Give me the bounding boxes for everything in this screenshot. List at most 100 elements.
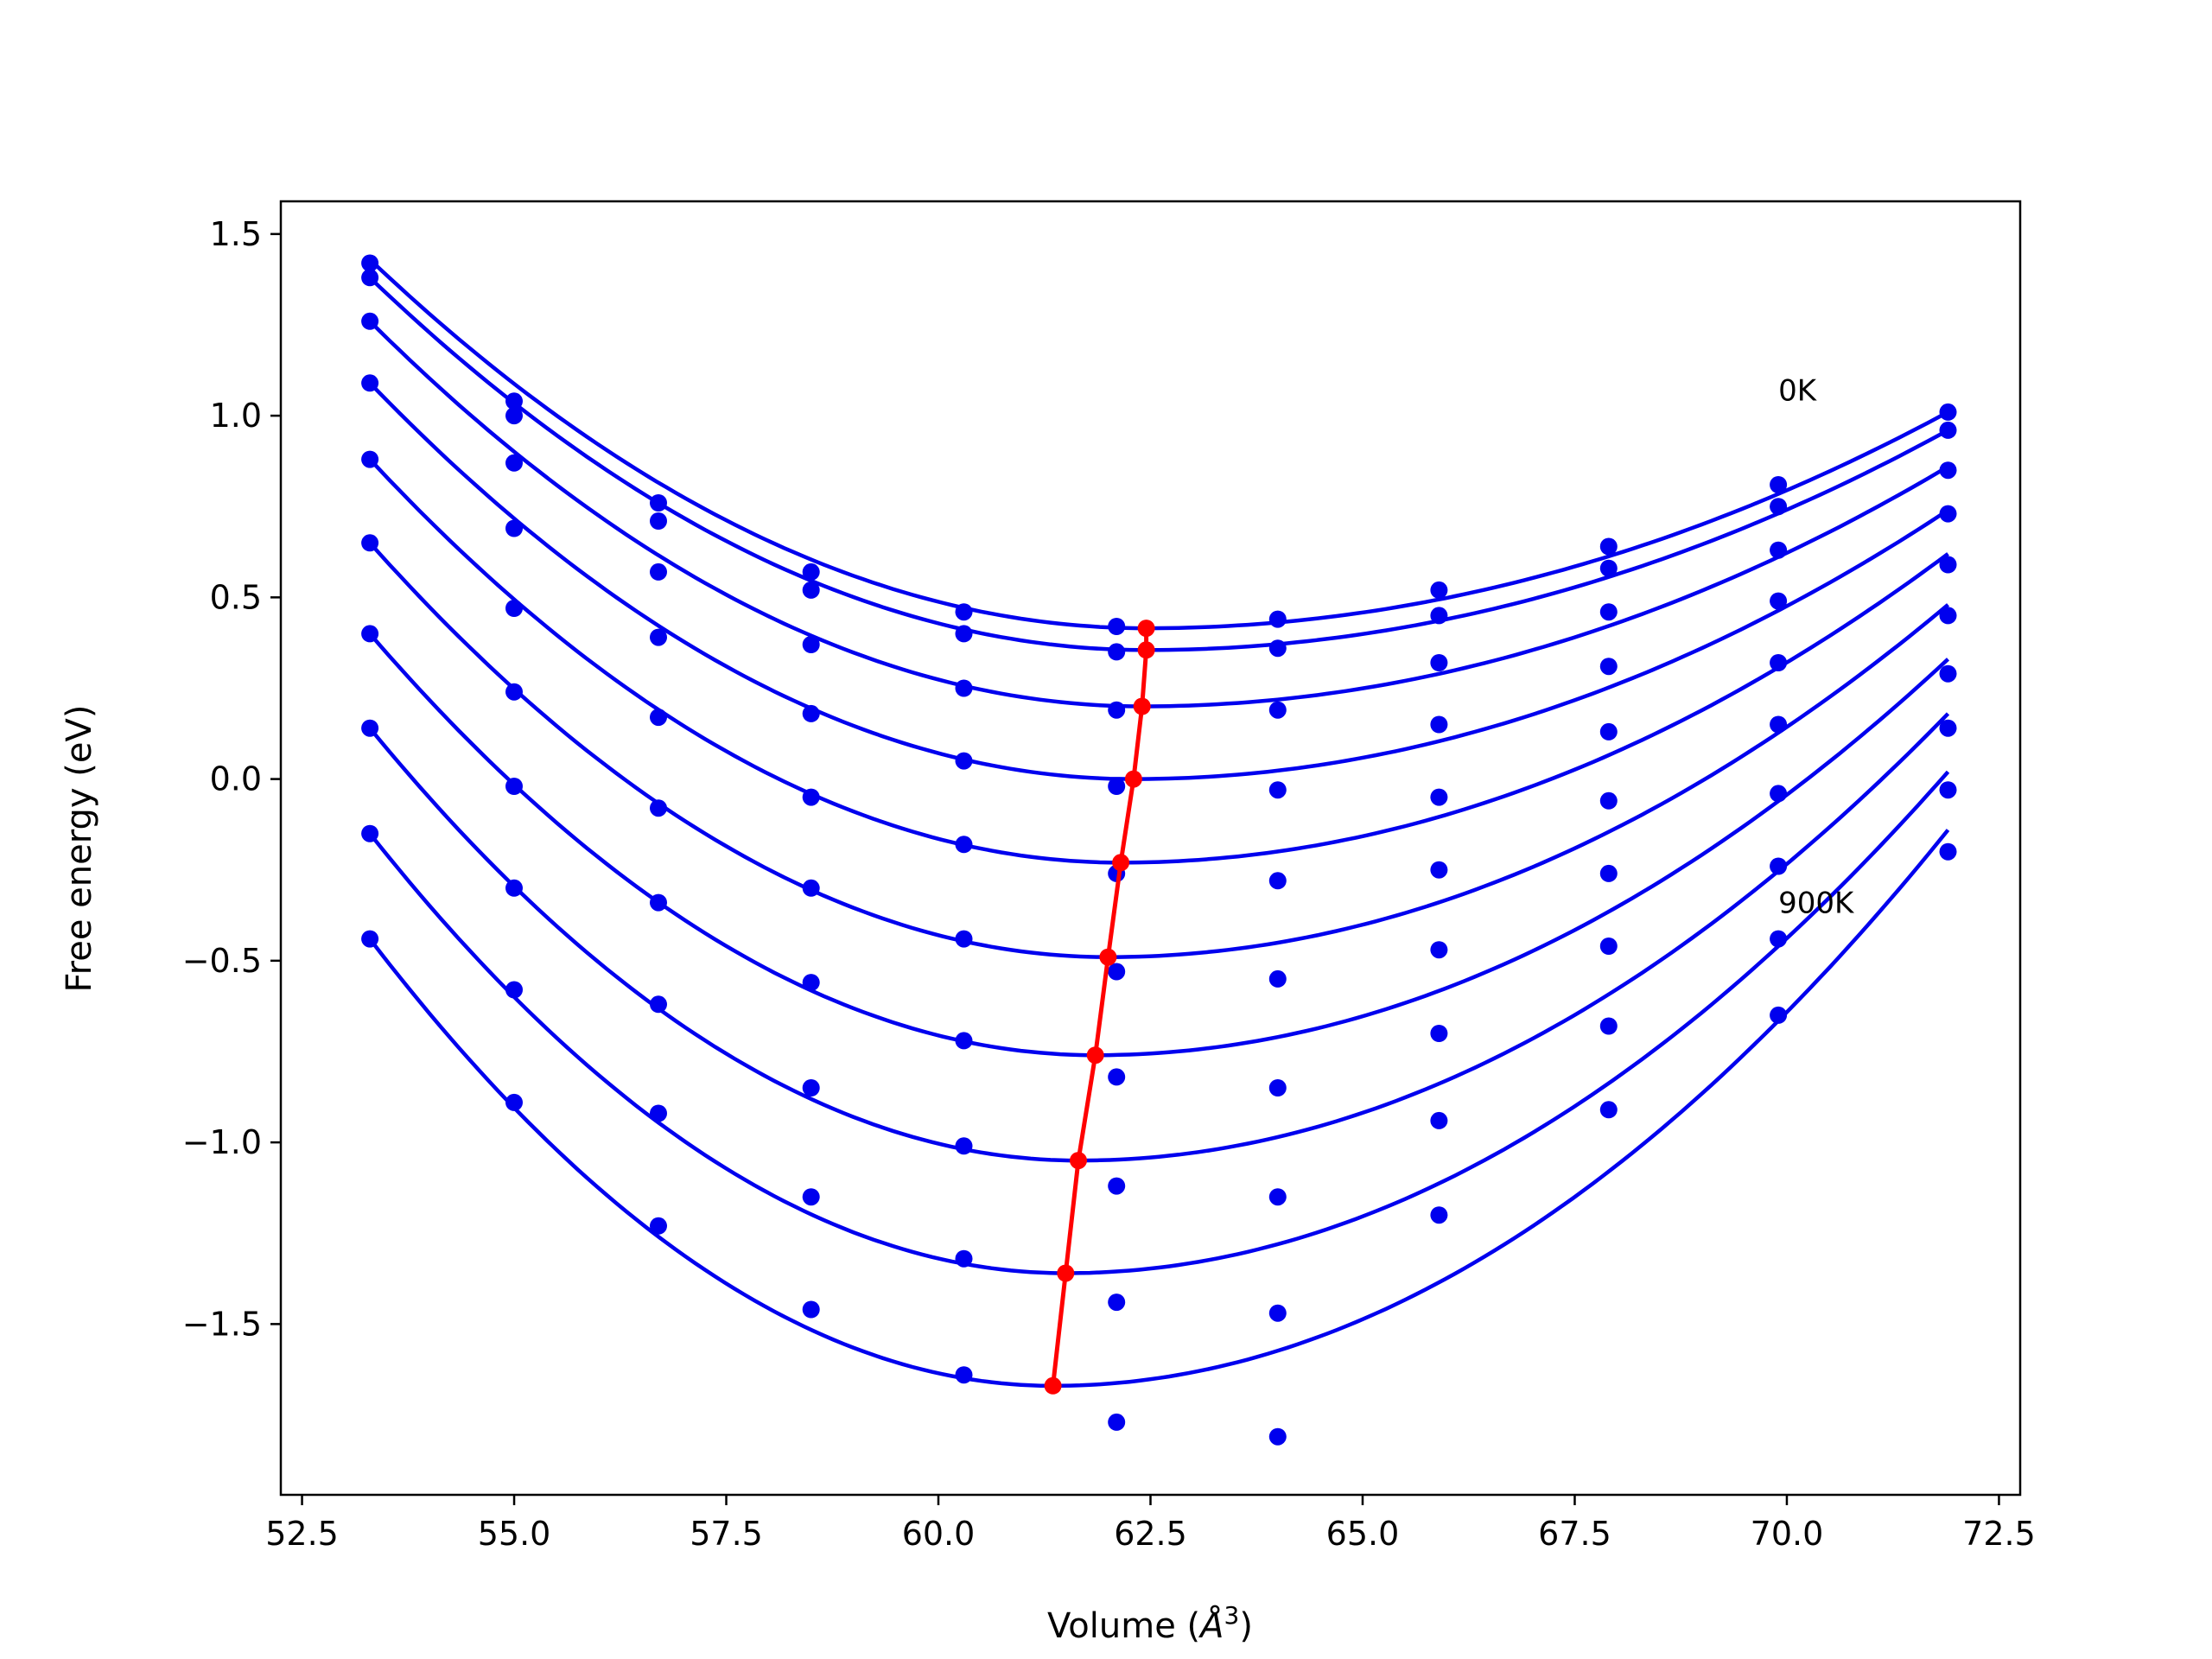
data-point-6-4	[802, 879, 820, 897]
data-point-8-3	[650, 995, 667, 1014]
data-point-10-10	[1770, 1006, 1788, 1024]
fit-curve-7	[368, 632, 1950, 1058]
x-axis-label-superscript: 3	[1224, 1601, 1240, 1630]
data-point-4-11	[1939, 505, 1957, 523]
data-point-5-4	[802, 788, 820, 806]
fit-curve-6	[368, 541, 1949, 959]
data-point-2-7	[1268, 639, 1287, 658]
x-tick-label-8: 70.0	[1751, 1515, 1824, 1553]
data-point-6-3	[650, 799, 667, 817]
data-point-10-11	[1939, 842, 1957, 861]
minima-path	[1051, 628, 1149, 1387]
y-tick-label-3: 0.5	[210, 578, 262, 616]
fit-curve-1	[368, 257, 1949, 631]
data-point-7-4	[802, 974, 820, 992]
minimum-point-8	[1070, 1152, 1087, 1170]
data-point-3-11	[1939, 461, 1957, 480]
y-tick-label-2: 1.0	[210, 397, 262, 435]
data-point-6-8	[1430, 861, 1448, 879]
data-point-9-8	[1430, 1111, 1448, 1129]
data-point-6-10	[1770, 715, 1788, 734]
fit-curve-5	[368, 458, 1949, 865]
annotation-2: 900K	[1778, 887, 1855, 921]
data-point-4-2	[505, 519, 523, 537]
data-point-6-7	[1268, 969, 1287, 988]
minimum-point-5	[1112, 854, 1130, 872]
data-point-7-9	[1599, 864, 1618, 882]
fit-curve-9	[368, 770, 1950, 1275]
data-point-10-8	[1430, 1206, 1448, 1224]
x-tick-label-5: 62.5	[1114, 1515, 1187, 1553]
fit-curve-4	[368, 381, 1949, 781]
data-point-9-1	[361, 824, 379, 842]
data-point-3-7	[1268, 701, 1287, 719]
y-tick-label-7: −1.5	[182, 1305, 262, 1343]
x-tick-label-1: 52.5	[265, 1515, 339, 1553]
data-point-4-3	[650, 628, 667, 646]
fit-curves	[368, 257, 1950, 1389]
data-point-2-4	[802, 581, 820, 599]
data-point-7-6	[1108, 1068, 1126, 1086]
data-point-3-6	[1108, 701, 1126, 719]
data-point-2-11	[1939, 421, 1957, 439]
data-point-9-7	[1268, 1304, 1287, 1322]
data-point-4-4	[802, 704, 820, 722]
data-point-1-4	[802, 563, 820, 581]
data-point-3-10	[1770, 541, 1788, 559]
data-point-4-9	[1599, 658, 1618, 676]
data-point-2-3	[650, 512, 667, 530]
data-point-2-6	[1108, 643, 1126, 661]
data-point-10-7	[1268, 1427, 1287, 1446]
data-point-10-9	[1599, 1101, 1618, 1119]
data-point-5-1	[361, 450, 379, 468]
data-point-1-7	[1268, 610, 1287, 628]
data-point-4-7	[1268, 781, 1287, 799]
data-point-8-7	[1268, 1188, 1287, 1206]
data-point-9-6	[1108, 1294, 1126, 1312]
data-point-5-10	[1770, 654, 1788, 671]
data-point-3-5	[955, 679, 973, 697]
data-point-5-11	[1939, 556, 1957, 574]
data-point-3-8	[1430, 654, 1448, 671]
data-point-5-2	[505, 600, 523, 617]
minimum-point-10	[1044, 1376, 1062, 1395]
x-axis-label: Volume (Å3)	[1047, 1601, 1253, 1646]
data-point-3-9	[1599, 603, 1618, 621]
data-point-5-8	[1430, 788, 1448, 806]
data-point-10-6	[1108, 1413, 1126, 1431]
data-point-1-5	[955, 603, 973, 621]
data-point-7-5	[955, 1032, 973, 1050]
data-point-3-4	[802, 636, 820, 653]
data-point-1-1	[361, 254, 379, 272]
data-point-9-4	[802, 1188, 820, 1206]
data-point-10-2	[505, 1093, 523, 1111]
data-point-9-5	[955, 1249, 973, 1268]
data-point-8-4	[802, 1079, 820, 1096]
data-point-4-5	[955, 752, 973, 770]
data-point-1-10	[1770, 476, 1788, 493]
annotation-1: 0K	[1778, 374, 1818, 409]
annotations: 0K 900K	[1778, 374, 1855, 921]
data-point-7-1	[361, 625, 379, 643]
data-point-9-10	[1770, 930, 1788, 948]
data-point-10-1	[361, 930, 379, 948]
data-point-4-10	[1770, 592, 1788, 610]
data-point-5-9	[1599, 722, 1618, 741]
y-tick-label-6: −1.0	[182, 1123, 262, 1161]
data-point-8-9	[1599, 938, 1618, 955]
data-point-4-6	[1108, 778, 1126, 795]
data-point-6-9	[1599, 791, 1618, 810]
minimum-point-7	[1086, 1046, 1104, 1065]
x-tick-label-6: 65.0	[1326, 1515, 1400, 1553]
data-point-1-6	[1108, 618, 1126, 635]
data-point-3-2	[505, 454, 523, 472]
data-point-7-2	[505, 778, 523, 795]
data-point-1-11	[1939, 403, 1957, 421]
minimum-point-1	[1137, 620, 1155, 638]
data-point-6-1	[361, 534, 379, 552]
minimum-point-2	[1137, 641, 1155, 659]
minimum-point-4	[1124, 770, 1142, 788]
data-point-5-3	[650, 709, 667, 727]
minimum-point-6	[1099, 948, 1117, 966]
